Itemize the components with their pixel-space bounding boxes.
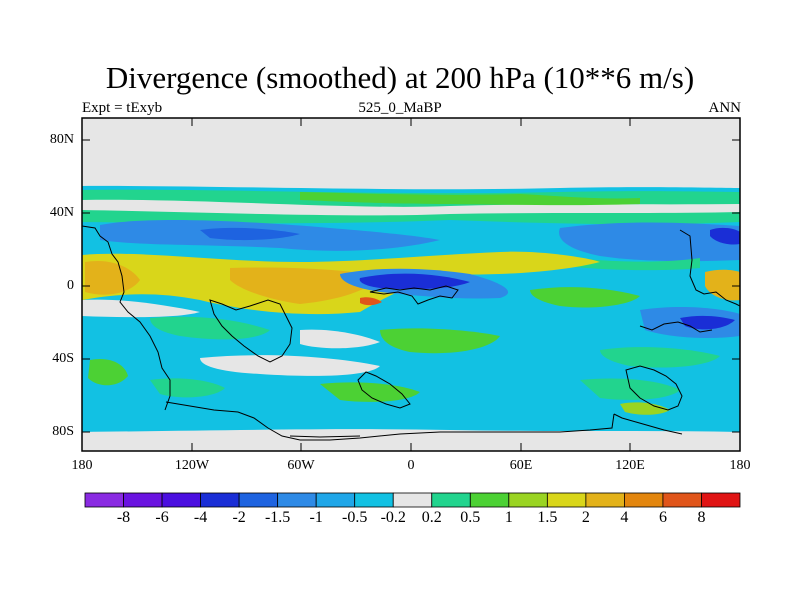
lat-label-40s: 40S <box>52 351 74 366</box>
colorbar-label: 0.2 <box>421 509 442 526</box>
field-south-green-4 <box>600 347 720 368</box>
lon-label-0: 0 <box>407 458 415 473</box>
colorbar-label: -1 <box>309 509 323 526</box>
outline-africa-europe <box>369 285 459 305</box>
field-tropic-orange-west <box>85 260 140 295</box>
colorbar-label: 0.5 <box>460 509 481 526</box>
colorbar-box <box>354 492 394 508</box>
colorbar-label: 2 <box>581 509 590 526</box>
colorbar-label: 4 <box>620 509 629 526</box>
outline-antarctic-east <box>613 413 683 435</box>
colorbar-box <box>508 492 548 508</box>
field-eq-deep <box>359 273 470 290</box>
colorbar-box <box>200 492 240 508</box>
field-sml-green-2 <box>150 378 225 398</box>
colorbar-box <box>161 492 201 508</box>
outline-australia <box>625 365 683 411</box>
colorbar-box <box>469 492 510 508</box>
lat-label-0: 0 <box>67 278 74 293</box>
colorbar-label: -0.2 <box>380 509 406 526</box>
colorbar-label: 1.5 <box>537 509 558 526</box>
colorbar-box <box>123 492 163 508</box>
colorbar-label: 8 <box>697 509 706 526</box>
lon-label-180e: 180 <box>729 458 751 473</box>
outline-asia <box>679 229 740 307</box>
colorbar-box <box>624 492 664 508</box>
field-north-lime <box>300 192 640 206</box>
colorbar-label: -6 <box>155 509 169 526</box>
colorbar-box <box>701 492 741 508</box>
colorbar-label: -0.5 <box>342 509 368 526</box>
map-field <box>82 118 740 451</box>
field-sml-gap <box>200 355 380 376</box>
field-blue-east <box>559 222 740 262</box>
field-south-green-3 <box>530 287 640 308</box>
colorbar-label: -2 <box>232 509 246 526</box>
case-label: 525_0_MaBP <box>358 100 442 116</box>
experiment-label: Expt = tExyb <box>82 100 163 116</box>
outline-south-america <box>209 299 293 363</box>
lon-label-120w: 120W <box>174 458 210 473</box>
field-south-green-2 <box>380 328 500 354</box>
field-north-gap <box>82 199 740 216</box>
colorbar-box <box>546 492 587 508</box>
colorbar-box <box>392 492 433 508</box>
colorbar-box <box>238 492 279 508</box>
season-label: ANN <box>708 100 742 116</box>
field-south-blue-deep <box>680 315 735 330</box>
colorbar-label: -8 <box>116 509 131 526</box>
lat-label-80s: 80S <box>52 424 74 439</box>
field-sml-green-3 <box>320 382 420 402</box>
field-sml-green-1 <box>88 358 128 386</box>
lat-label-40n: 40N <box>49 205 74 220</box>
tick-marks <box>81 118 741 451</box>
lon-label-60e: 60E <box>509 458 533 473</box>
outline-americas <box>82 225 171 411</box>
field-south-green-1 <box>150 316 270 340</box>
field-blue-30n-deep <box>200 227 300 241</box>
colorbar-label: -1.5 <box>264 509 291 526</box>
lon-label-180w: 180 <box>71 458 93 473</box>
outline-se-asia <box>639 321 713 333</box>
colorbar-box <box>315 492 356 508</box>
continent-outlines <box>82 225 740 441</box>
colorbar-box <box>277 492 317 508</box>
lon-label-60w: 60W <box>287 458 315 473</box>
field-south-gap-2 <box>300 329 380 349</box>
outline-antarctic-west <box>165 401 615 441</box>
colorbar-label: 1 <box>504 509 513 526</box>
outline-antarctic-shelf <box>289 435 361 438</box>
field-south-gap-1 <box>82 299 200 318</box>
lat-label-80n: 80N <box>49 132 74 147</box>
outline-africa-south <box>357 371 411 409</box>
colorbar-box <box>662 492 702 508</box>
colorbar-label: -4 <box>193 509 208 526</box>
field-sml-lime <box>620 402 670 415</box>
colorbar-box <box>585 492 625 508</box>
map-title: Divergence (smoothed) at 200 hPa (10**6 … <box>105 60 695 95</box>
field-green-east <box>560 256 700 271</box>
field-blue-east-deep <box>710 227 740 245</box>
field-tropic-red <box>360 297 382 306</box>
colorbar-label: 6 <box>658 509 667 526</box>
colorbar-box <box>84 492 124 508</box>
field-sml-green-4 <box>580 378 680 400</box>
lon-label-120e: 120E <box>615 458 645 473</box>
colorbar-box <box>431 492 471 508</box>
